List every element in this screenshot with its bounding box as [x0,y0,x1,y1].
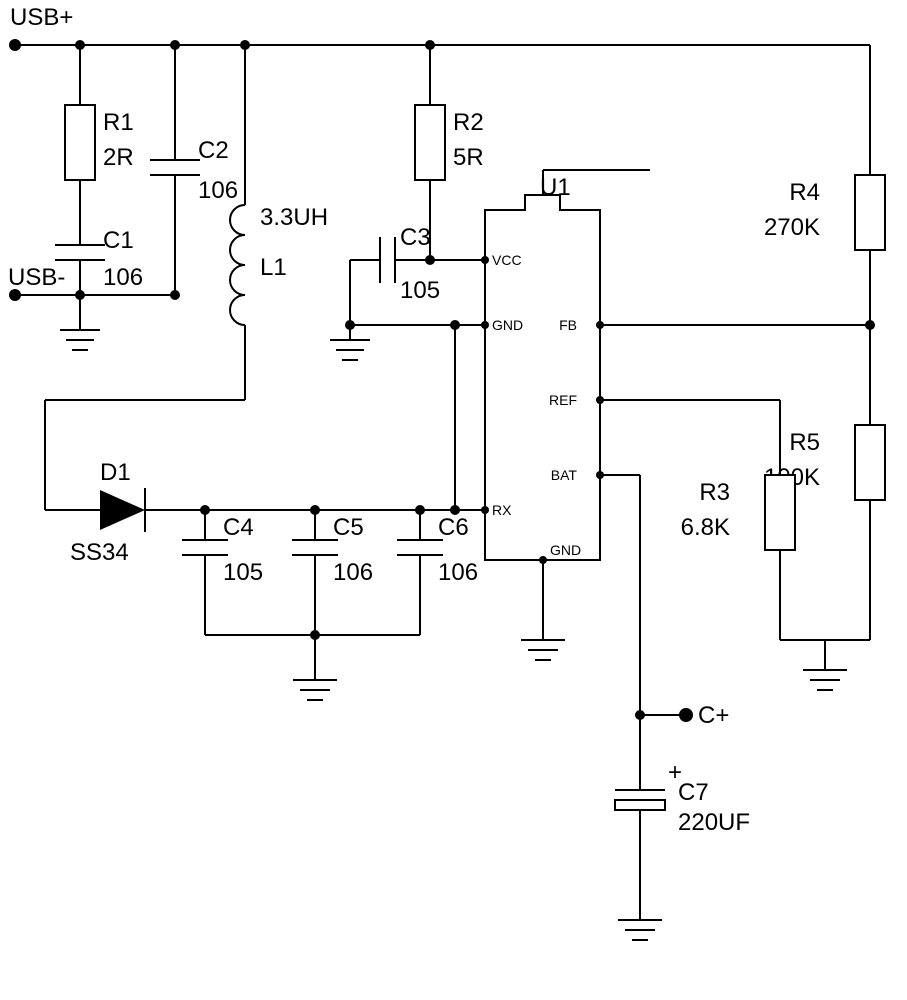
c2-name: C2 [198,137,229,164]
r2-name: R2 [453,109,484,136]
c5-name: C5 [333,514,364,541]
d1-value: SS34 [70,539,129,566]
l1-name: L1 [260,254,287,281]
c3-name: C3 [400,224,431,251]
r4-value: 270K [764,214,820,241]
r5-name: R5 [789,429,820,456]
ground-icon [803,670,847,690]
c6-value: 106 [438,559,478,586]
svg-text:VCC: VCC [492,252,522,268]
diode-d1 [100,488,145,532]
usb-plus-label: USB+ [10,4,73,31]
ic-u1: U1 VCC GND RX FB REF BAT GND [481,174,604,564]
r3-value: 6.8K [681,514,730,541]
resistor-r4 [855,175,885,250]
d1-name: D1 [100,459,131,486]
resistor-r5 [855,425,885,500]
c4-name: C4 [223,514,254,541]
ground-icon [330,340,370,360]
c1-name: C1 [103,227,134,254]
resistor-r1 [65,105,95,180]
r3-name: R3 [699,479,730,506]
r4-name: R4 [789,179,820,206]
c6-name: C6 [438,514,469,541]
c4-value: 105 [223,559,263,586]
usb-minus-label: USB- [8,264,65,291]
u1-name: U1 [540,174,571,201]
svg-text:GND: GND [492,317,523,333]
terminal-c-plus [680,709,692,721]
c7-name: C7 [678,779,709,806]
c3-value: 105 [400,277,440,304]
r1-value: 2R [103,144,134,171]
svg-text:BAT: BAT [551,467,578,483]
resistor-r3 [765,475,795,550]
svg-text:RX: RX [492,502,512,518]
c-plus-label: C+ [698,702,729,729]
ground-icon [60,330,100,350]
resistor-r2 [415,105,445,180]
r2-value: 5R [453,144,484,171]
ground-icon [618,920,662,940]
c7-value: 220UF [678,809,750,836]
l1-value: 3.3UH [260,204,328,231]
svg-text:REF: REF [549,392,577,408]
svg-text:GND: GND [550,542,581,558]
svg-text:FB: FB [559,317,577,333]
c1-value: 106 [103,264,143,291]
inductor-l1 [230,205,245,325]
ground-icon [521,640,565,660]
c2-value: 106 [198,177,238,204]
c5-value: 106 [333,559,373,586]
r1-name: R1 [103,109,134,136]
ground-icon [293,680,337,700]
